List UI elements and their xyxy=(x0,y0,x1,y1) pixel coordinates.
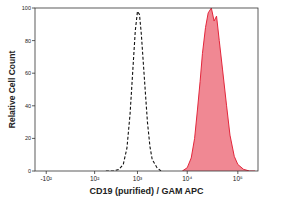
x-tick-label: -10² xyxy=(40,175,52,182)
y-tick-label: 20 xyxy=(25,135,31,141)
x-tick xyxy=(94,171,95,174)
y-tick xyxy=(32,171,35,172)
x-tick-label: 10³ xyxy=(133,175,143,182)
chart: 0 20 40 60 80 100 -10² 10² 10³ 10⁴ 10⁵ CD19 (purifi… xyxy=(0,0,300,200)
x-axis-label: CD19 (purified) / GAM APC xyxy=(89,186,204,196)
plot-data xyxy=(106,8,255,171)
y-tick xyxy=(32,138,35,139)
plot-frame xyxy=(35,8,258,171)
x-tick xyxy=(187,171,188,174)
x-tick xyxy=(137,171,138,174)
series-line xyxy=(106,11,161,171)
x-tick-label: 10² xyxy=(90,175,100,182)
y-tick-label: 60 xyxy=(25,70,31,76)
y-tick-label: 100 xyxy=(22,5,31,11)
y-tick xyxy=(32,105,35,106)
x-tick-label: 10⁵ xyxy=(233,175,243,182)
x-tick-label: 10⁴ xyxy=(182,175,192,182)
y-tick-label: 0 xyxy=(28,168,31,174)
y-tick xyxy=(32,73,35,74)
x-tick xyxy=(46,171,47,174)
y-tick xyxy=(32,40,35,41)
area-fill xyxy=(182,8,255,171)
y-tick xyxy=(32,8,35,9)
y-tick-label: 40 xyxy=(25,103,31,109)
x-tick xyxy=(237,171,238,174)
series-line xyxy=(182,8,255,171)
y-tick-label: 80 xyxy=(25,38,31,44)
y-axis-label: Relative Cell Count xyxy=(7,51,17,129)
